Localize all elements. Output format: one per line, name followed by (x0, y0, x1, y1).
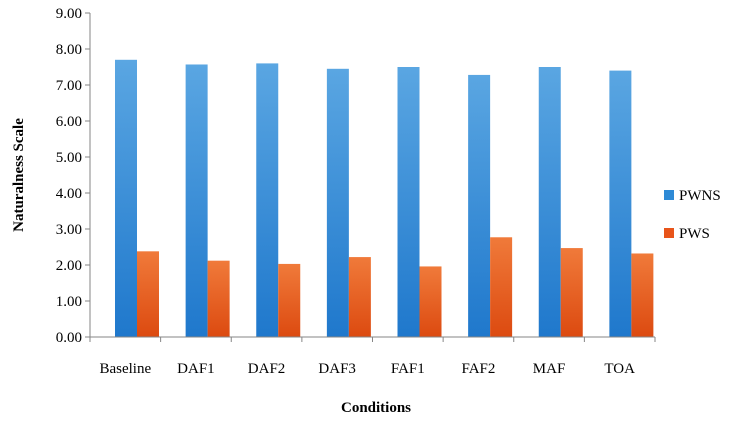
x-tick-label: TOA (604, 361, 635, 377)
legend-swatch-pws (664, 228, 674, 238)
x-tick-label: DAF3 (318, 361, 356, 377)
x-tick-label: DAF1 (177, 361, 215, 377)
x-tick-label: Baseline (99, 361, 151, 377)
x-axis-tick-labels: Baseline DAF1 DAF2 DAF3 FAF1 FAF2 MAF TOA (89, 337, 656, 377)
y-tick-label: 7.00 (56, 78, 82, 94)
bar-pwns-maf (538, 67, 561, 337)
legend-swatch-pwns (664, 190, 674, 200)
y-axis-title: Naturalness Scale (11, 118, 27, 232)
bar-pws-daf1 (207, 260, 230, 337)
bar-pwns-daf3 (326, 68, 349, 338)
y-tick-label: 0.00 (56, 330, 82, 346)
x-tick-label: MAF (533, 361, 566, 377)
bar-pwns-daf1 (185, 64, 208, 337)
legend-label-pws: PWS (679, 226, 710, 242)
legend: PWNS PWS (664, 188, 721, 242)
y-tick-label: 1.00 (56, 294, 82, 310)
legend-label-pwns: PWNS (679, 188, 721, 204)
bar-pws-maf (560, 248, 583, 337)
bar-pwns-daf2 (256, 63, 279, 338)
x-tick-label: DAF2 (248, 361, 286, 377)
y-tick-label: 6.00 (56, 114, 82, 130)
y-tick-label: 2.00 (56, 258, 82, 274)
bar-series-group (115, 59, 654, 338)
y-axis-ticks: 0.00 1.00 2.00 3.00 4.00 5.00 6.00 7.00 8.00 9.00 (56, 6, 90, 346)
y-tick-label: 5.00 (56, 150, 82, 166)
bar-pws-daf3 (348, 257, 371, 337)
bar-pws-daf2 (278, 263, 301, 337)
bar-pws-faf1 (419, 266, 442, 337)
x-tick-label: FAF1 (391, 361, 425, 377)
y-tick-label: 4.00 (56, 186, 82, 202)
bar-pws-faf2 (490, 237, 513, 337)
y-tick-label: 8.00 (56, 42, 82, 58)
bar-pwns-faf1 (397, 67, 420, 337)
bar-pwns-baseline (115, 59, 137, 338)
bar-pwns-faf2 (468, 74, 491, 338)
bar-pws-baseline (137, 251, 159, 337)
x-tick-label: FAF2 (461, 361, 495, 377)
bar-pwns-toa (609, 70, 632, 337)
bar-pws-toa (631, 253, 654, 337)
y-tick-label: 3.00 (56, 222, 82, 238)
y-tick-label: 9.00 (56, 6, 82, 22)
x-axis-title: Conditions (341, 400, 411, 416)
